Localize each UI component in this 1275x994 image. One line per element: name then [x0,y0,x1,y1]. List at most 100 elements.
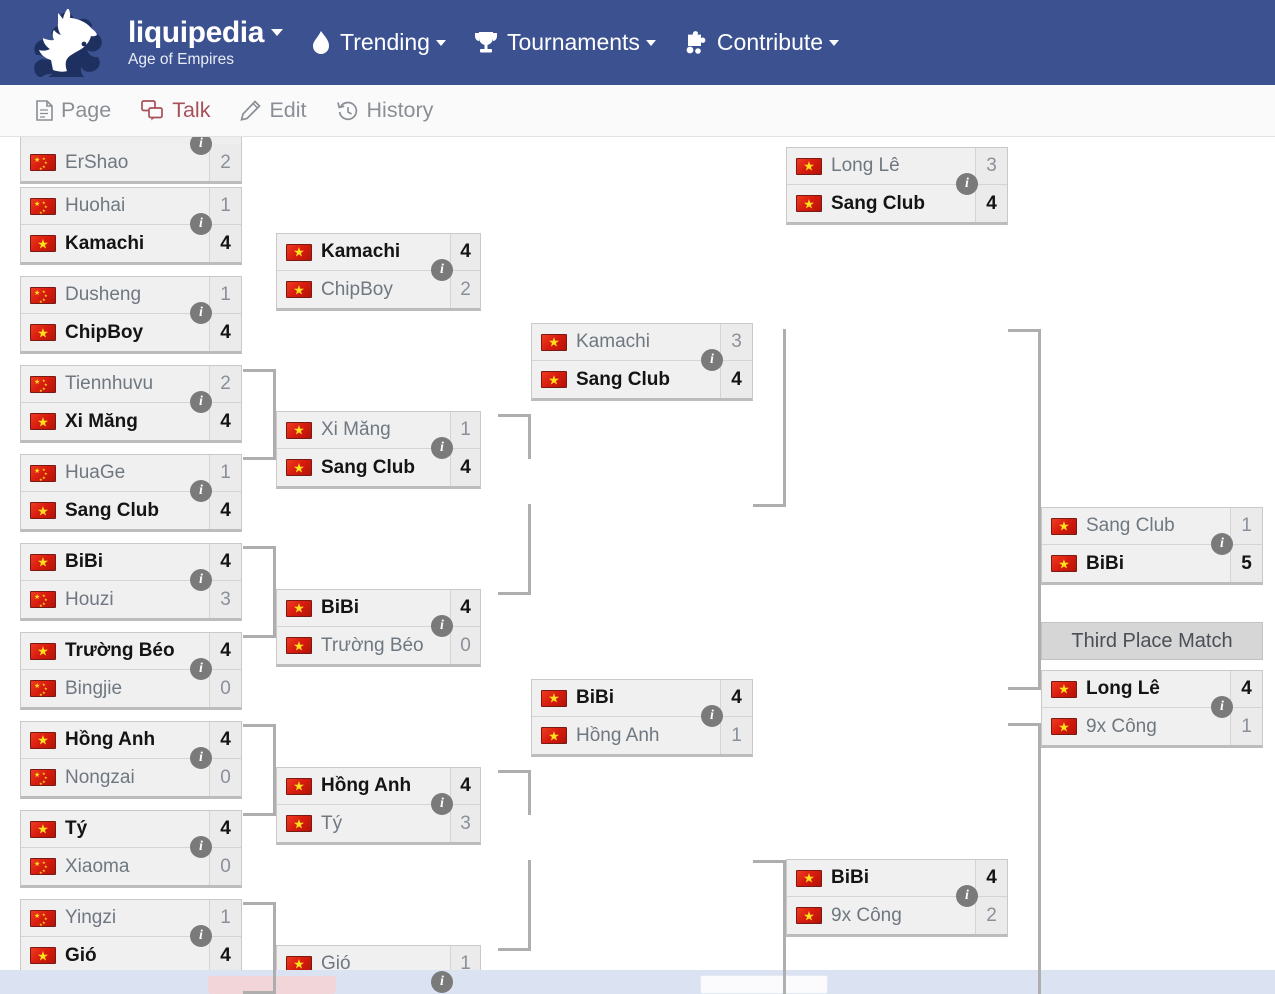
bracket-row[interactable]: ★ BiBi 4 i [532,680,752,727]
score-cell: 4 [209,314,241,351]
bracket-connector [273,369,276,419]
match-info-icon[interactable]: i [431,793,453,815]
tab-page[interactable]: Page [36,98,111,123]
match-info-icon[interactable]: i [190,658,212,680]
match-r2m1[interactable]: ★ Kamachi 4 i ★ ChipBoy 2 [276,233,481,311]
score-cell: 2 [450,271,480,308]
match-third-place[interactable]: ★ Long Lê 4 i ★ 9x Công 1 [1041,670,1263,748]
score-cell: 4 [209,811,241,847]
match-r2m3[interactable]: ★ BiBi 4 i ★ Trường Béo 0 [276,589,481,667]
tab-history[interactable]: History [336,98,433,123]
bracket-row[interactable]: ★ Kamachi 4 i [277,234,480,281]
match-info-icon[interactable]: i [190,747,212,769]
bracket-row[interactable]: ★ ★ ★ ★ ★ Dusheng 1 i [21,277,241,324]
bracket-row[interactable]: ★ Hồng Anh 4 i [277,768,480,815]
flag-vn-icon: ★ [1051,680,1077,698]
page-tab-bar: Page Talk Edit History [0,85,1275,137]
bracket-row[interactable]: ★ Sang Club 1 i [1042,508,1262,555]
match-info-icon[interactable]: i [1211,696,1233,718]
flag-vn-icon: ★ [30,947,56,964]
tab-talk-label: Talk [172,98,211,122]
match-info-icon[interactable]: i [190,836,212,858]
flag-vn-icon: ★ [541,689,567,707]
match-info-icon[interactable]: i [190,391,212,413]
match-r1m8[interactable]: ★ Hồng Anh 4 i ★ ★ ★ ★ ★ Nongzai 0 [20,721,242,799]
bracket-connector [243,724,276,727]
match-r1m4[interactable]: ★ ★ ★ ★ ★ Tiennhuvu 2 i ★ Xi Măng 4 [20,365,242,443]
match-r2m4[interactable]: ★ Hồng Anh 4 i ★ Tý 3 [276,767,481,845]
chevron-down-icon[interactable] [435,39,446,46]
match-r1m2[interactable]: ★ ★ ★ ★ ★ Huohai 1 i ★ Kamachi 4 [20,187,242,265]
match-info-icon[interactable]: i [190,137,212,155]
bracket-connector [243,813,276,816]
bracket-row[interactable]: ★ ★ ★ ★ ★ Xiaoma 0 [21,848,241,885]
player-name: 9x Công [1086,715,1157,737]
match-info-icon[interactable]: i [190,302,212,324]
bracket-row[interactable]: ★ ★ ★ ★ ★ Yingzi 1 i [21,900,241,947]
match-info-icon[interactable]: i [701,349,723,371]
score-cell: 1 [209,277,241,313]
bracket-row[interactable]: ★ ★ ★ ★ ★ HuaGe 1 i [21,455,241,502]
bracket-connector [1008,329,1041,332]
bracket-row[interactable]: ★ BiBi 4 i [277,590,480,637]
talk-bubbles-icon [141,100,164,121]
match-r1m5[interactable]: ★ ★ ★ ★ ★ HuaGe 1 i ★ Sang Club 4 [20,454,242,532]
bracket-row[interactable]: ★ Tý 4 i [21,811,241,858]
bracket-row[interactable]: ★ Xi Măng 1 i [277,412,480,459]
bracket-row[interactable]: ★ ★ ★ ★ ★ ErShao 2 i [21,137,241,181]
match-r1m7[interactable]: ★ Trường Béo 4 i ★ ★ ★ ★ ★ Bingjie 0 [20,632,242,710]
match-r3m2[interactable]: ★ BiBi 4 i ★ Hồng Anh 1 [531,679,753,757]
bracket-row[interactable]: ★ Kamachi 3 i [532,324,752,371]
match-info-icon[interactable]: i [1211,533,1233,555]
match-info-icon[interactable]: i [190,925,212,947]
flag-cn-icon: ★ ★ ★ ★ ★ [30,154,56,171]
liquipedia-horse-puzzle-logo[interactable] [26,8,122,78]
match-info-icon[interactable]: i [431,615,453,637]
match-r1m6[interactable]: ★ BiBi 4 i ★ ★ ★ ★ ★ Houzi 3 [20,543,242,621]
match-info-icon[interactable]: i [190,569,212,591]
bracket-row[interactable]: ★ Long Lê 4 i [1042,671,1262,718]
match-info-icon[interactable]: i [956,173,978,195]
score-cell: 4 [975,860,1007,896]
bracket-row[interactable]: ★ Sang Club 4 [21,492,241,529]
bracket-row[interactable]: ★ ★ ★ ★ ★ Tiennhuvu 2 i [21,366,241,413]
match-r1m1[interactable]: ★ ★ ★ ★ ★ ErShao 2 i [20,137,242,184]
match-r4m1[interactable]: ★ Long Lê 3 i ★ Sang Club 4 [786,147,1008,225]
chevron-down-icon[interactable] [645,39,656,46]
tab-talk[interactable]: Talk [141,98,210,123]
bracket-row[interactable]: ★ Trường Béo 4 i [21,633,241,680]
nav-item-contribute[interactable]: Contribute [684,29,840,56]
match-info-icon[interactable]: i [190,480,212,502]
match-info-icon[interactable]: i [190,213,212,235]
tab-edit[interactable]: Edit [240,98,307,123]
chevron-down-icon[interactable] [271,29,284,37]
match-r2m2[interactable]: ★ Xi Măng 1 i ★ Sang Club 4 [276,411,481,489]
nav-item-contribute-label: Contribute [716,29,824,55]
flag-vn-icon: ★ [796,907,822,924]
player-name: Kamachi [65,232,145,254]
flag-vn-icon: ★ [1051,517,1077,535]
match-final[interactable]: ★ Sang Club 1 i ★ BiBi 5 [1041,507,1263,585]
bracket-row[interactable]: ★ Long Lê 3 i [787,148,1007,195]
pencil-icon [240,100,262,121]
match-info-icon[interactable]: i [431,971,453,993]
bracket-row[interactable]: ★ BiBi 4 i [787,860,1007,907]
bracket-row[interactable]: ★ Gió 1 i [277,946,480,993]
bracket-row[interactable]: ★ ★ ★ ★ ★ Huohai 1 i [21,188,241,235]
match-info-icon[interactable]: i [956,885,978,907]
match-r1m3[interactable]: ★ ★ ★ ★ ★ Dusheng 1 i ★ ChipBoy 4 [20,276,242,354]
match-info-icon[interactable]: i [431,437,453,459]
match-info-icon[interactable]: i [701,705,723,727]
nav-item-trending[interactable]: Trending [311,29,446,56]
match-r1m9[interactable]: ★ Tý 4 i ★ ★ ★ ★ ★ Xiaoma 0 [20,810,242,888]
flag-cn-icon: ★ ★ ★ ★ ★ [30,591,56,608]
bracket-row[interactable]: ★ Hồng Anh 4 i [21,722,241,769]
bracket-row[interactable]: ★ BiBi 4 i [21,544,241,591]
match-r1m10[interactable]: ★ ★ ★ ★ ★ Yingzi 1 i ★ Gió 4 [20,899,242,977]
nav-item-tournaments[interactable]: Tournaments [474,29,656,56]
match-r3m1[interactable]: ★ Kamachi 3 i ★ Sang Club 4 [531,323,753,401]
chevron-down-icon[interactable] [829,39,840,46]
match-info-icon[interactable]: i [431,259,453,281]
brand-block[interactable]: liquipedia Age of Empires [128,17,284,68]
match-r4m2[interactable]: ★ BiBi 4 i ★ 9x Công 2 [786,859,1008,937]
